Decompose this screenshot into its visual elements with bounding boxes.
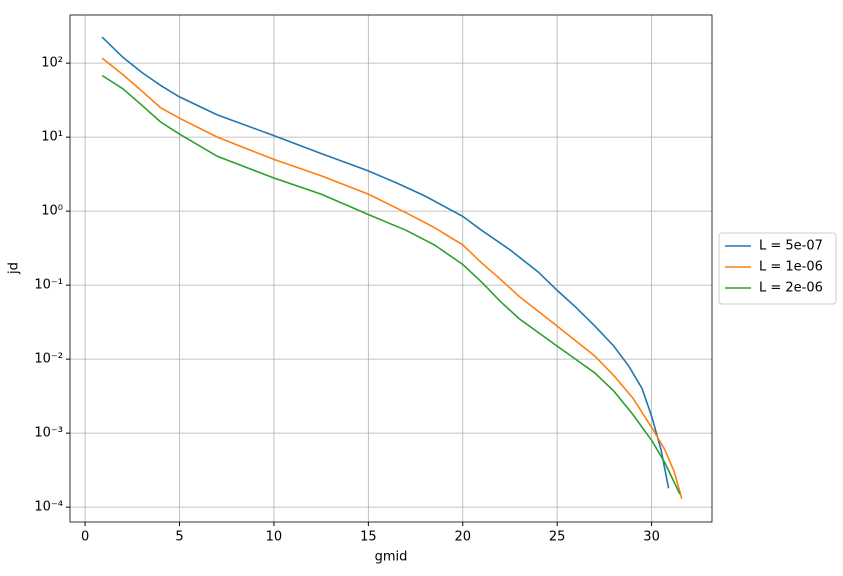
plot-frame xyxy=(69,14,713,523)
x-tick-label: 0 xyxy=(81,530,89,545)
x-tick-label: 5 xyxy=(175,530,183,545)
legend-box xyxy=(718,232,837,305)
series-line xyxy=(101,74,681,495)
series-line xyxy=(101,36,670,489)
x-tick-label: 15 xyxy=(360,530,377,545)
y-tick-label: 10⁻³ xyxy=(34,426,63,441)
y-tick-label: 10⁻¹ xyxy=(34,278,63,293)
x-tick-label: 30 xyxy=(643,530,660,545)
series-line xyxy=(101,57,683,499)
legend-label: L = 2e-06 xyxy=(759,281,823,296)
x-tick-label: 20 xyxy=(454,530,471,545)
y-tick-label: 10⁻² xyxy=(34,352,63,367)
y-axis-label: jd xyxy=(7,262,22,275)
y-tick-label: 10⁰ xyxy=(41,204,63,219)
y-tick-label: 10¹ xyxy=(41,130,63,145)
x-axis-label: gmid xyxy=(375,550,408,565)
x-tick-label: 25 xyxy=(549,530,566,545)
legend-label: L = 1e-06 xyxy=(759,260,823,275)
y-tick-label: 10² xyxy=(41,56,63,71)
x-tick-label: 10 xyxy=(266,530,283,545)
y-tick-label: 10⁻⁴ xyxy=(34,500,63,515)
legend-label: L = 5e-07 xyxy=(759,239,823,254)
